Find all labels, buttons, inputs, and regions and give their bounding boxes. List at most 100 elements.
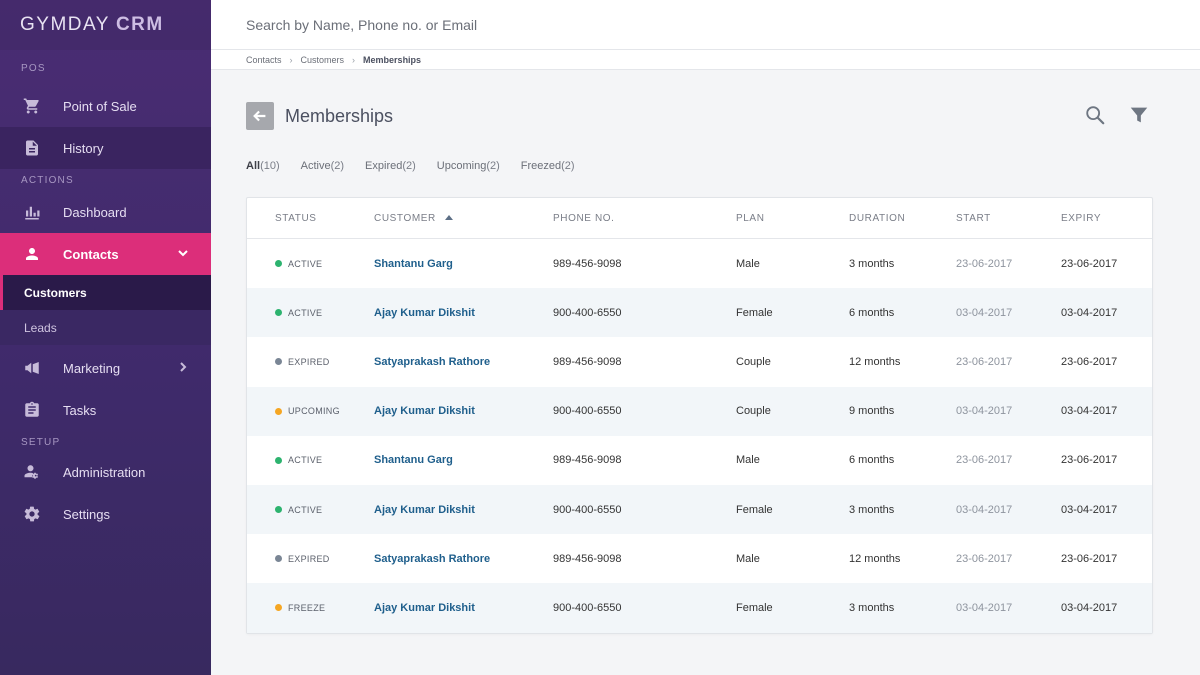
sort-ascending-icon	[444, 214, 453, 220]
status-dot-icon	[275, 309, 282, 317]
search-icon[interactable]	[1084, 104, 1106, 131]
chevron-right-icon: ›	[289, 54, 293, 65]
arrow-left-icon	[253, 110, 266, 122]
column-header-customer[interactable]: CUSTOMER	[374, 213, 553, 224]
duration-cell: 12 months	[849, 355, 901, 368]
filter-tabs: All(10) Active(2) Expired(2) Upcoming(2)…	[246, 160, 575, 172]
sidebar-item-marketing[interactable]: Marketing	[0, 347, 211, 389]
duration-cell: 3 months	[849, 601, 895, 614]
table-row[interactable]: ACTIVE Shantanu Garg 989-456-9098 Male 3…	[247, 239, 1152, 288]
duration-cell: 3 months	[849, 503, 895, 516]
table-row[interactable]: EXPIRED Satyaprakash Rathore 989-456-909…	[247, 337, 1152, 386]
tab-freezed[interactable]: Freezed(2)	[521, 160, 575, 172]
chevron-down-icon	[177, 247, 189, 259]
chevron-right-icon: ›	[352, 54, 356, 65]
sidebar-item-dashboard[interactable]: Dashboard	[0, 191, 211, 233]
tab-all[interactable]: All(10)	[246, 160, 280, 172]
customer-link[interactable]: Satyaprakash Rathore	[374, 552, 491, 565]
status-text: EXPIRED	[288, 553, 330, 564]
status-dot-icon	[275, 358, 282, 366]
status-dot-icon	[275, 604, 282, 612]
tab-expired[interactable]: Expired(2)	[365, 160, 416, 172]
tab-label: Active	[300, 160, 331, 172]
status-text: ACTIVE	[288, 307, 323, 318]
plan-cell: Couple	[736, 405, 771, 418]
phone-cell: 989-456-9098	[553, 552, 622, 565]
sidebar-item-point-of-sale[interactable]: Point of Sale	[0, 85, 211, 127]
expiry-cell: 23-06-2017	[1061, 257, 1118, 270]
sidebar-item-administration[interactable]: Administration	[0, 451, 211, 493]
sidebar-item-label: Tasks	[63, 402, 97, 418]
table-row[interactable]: ACTIVE Ajay Kumar Dikshit 900-400-6550 F…	[247, 484, 1152, 535]
phone-cell: 900-400-6550	[553, 601, 622, 614]
user-gear-icon	[22, 462, 42, 482]
table-row[interactable]: EXPIRED Satyaprakash Rathore 989-456-909…	[247, 534, 1152, 583]
customer-link[interactable]: Shantanu Garg	[374, 454, 453, 467]
breadcrumb-contacts[interactable]: Contacts	[246, 54, 282, 65]
expiry-cell: 23-06-2017	[1061, 552, 1118, 565]
duration-cell: 6 months	[849, 306, 895, 319]
customer-link[interactable]: Ajay Kumar Dikshit	[374, 503, 475, 516]
bar-chart-icon	[22, 202, 42, 222]
header-actions	[1084, 104, 1150, 131]
column-header-expiry[interactable]: EXPIRY	[1061, 212, 1102, 224]
megaphone-icon	[22, 358, 42, 378]
sidebar-item-label: Marketing	[63, 360, 121, 376]
customer-link[interactable]: Ajay Kumar Dikshit	[374, 405, 475, 418]
status-text: UPCOMING	[288, 406, 340, 417]
search-input[interactable]	[246, 16, 846, 33]
status-badge: EXPIRED	[275, 357, 374, 367]
tab-label: Freezed	[520, 160, 562, 172]
sidebar-subitem-customers[interactable]: Customers	[0, 275, 211, 310]
status-badge: ACTIVE	[275, 455, 374, 465]
table-row[interactable]: ACTIVE Shantanu Garg 989-456-9098 Male 6…	[247, 436, 1152, 485]
plan-cell: Female	[736, 503, 773, 516]
duration-cell: 9 months	[849, 405, 895, 418]
column-header-duration[interactable]: DURATION	[849, 212, 906, 224]
brand-suffix: CRM	[115, 14, 164, 35]
breadcrumb: Contacts › Customers › Memberships	[211, 50, 1200, 70]
expiry-cell: 03-04-2017	[1061, 405, 1118, 418]
table-row[interactable]: ACTIVE Ajay Kumar Dikshit 900-400-6550 F…	[247, 288, 1152, 338]
status-dot-icon	[275, 506, 282, 514]
sidebar-item-history[interactable]: History	[0, 127, 211, 169]
table-row[interactable]: FREEZE Ajay Kumar Dikshit 900-400-6550 F…	[247, 583, 1152, 633]
brand-logo[interactable]: GYMDAY CRM	[0, 0, 211, 50]
plan-cell: Female	[736, 601, 773, 614]
person-icon	[22, 244, 42, 264]
phone-cell: 900-400-6550	[553, 503, 622, 516]
sidebar-subitem-leads[interactable]: Leads	[0, 310, 211, 345]
duration-cell: 12 months	[849, 552, 901, 565]
column-header-phone[interactable]: PHONE NO.	[553, 212, 615, 224]
page-title: Memberships	[285, 105, 394, 126]
start-cell: 23-06-2017	[956, 454, 1013, 467]
sidebar-item-settings[interactable]: Settings	[0, 493, 211, 535]
sidebar-item-tasks[interactable]: Tasks	[0, 389, 211, 431]
status-dot-icon	[275, 456, 282, 464]
status-text: ACTIVE	[288, 258, 323, 269]
table-header: STATUS CUSTOMER PHONE NO. PLAN DURATION …	[247, 198, 1152, 239]
tab-label: Expired	[365, 160, 403, 172]
back-button[interactable]	[246, 102, 274, 130]
filter-icon[interactable]	[1128, 104, 1150, 131]
tab-upcoming[interactable]: Upcoming(2)	[437, 160, 500, 172]
column-header-plan[interactable]: PLAN	[736, 212, 765, 224]
customer-link[interactable]: Ajay Kumar Dikshit	[374, 306, 475, 319]
cart-icon	[22, 96, 42, 116]
sidebar-item-label: Administration	[63, 464, 146, 480]
column-header-start[interactable]: START	[956, 212, 991, 224]
start-cell: 03-04-2017	[956, 601, 1013, 614]
status-badge: ACTIVE	[275, 308, 374, 318]
start-cell: 23-06-2017	[956, 257, 1013, 270]
breadcrumb-customers[interactable]: Customers	[300, 54, 345, 65]
table-row[interactable]: UPCOMING Ajay Kumar Dikshit 900-400-6550…	[247, 386, 1152, 436]
expiry-cell: 23-06-2017	[1061, 355, 1118, 368]
customer-link[interactable]: Ajay Kumar Dikshit	[374, 601, 475, 614]
customer-link[interactable]: Shantanu Garg	[374, 257, 453, 270]
expiry-cell: 03-04-2017	[1061, 306, 1118, 319]
customer-link[interactable]: Satyaprakash Rathore	[374, 355, 491, 368]
sidebar-item-contacts[interactable]: Contacts	[0, 233, 211, 275]
column-header-status[interactable]: STATUS	[275, 212, 317, 224]
tab-active[interactable]: Active(2)	[301, 160, 344, 172]
start-cell: 23-06-2017	[956, 355, 1013, 368]
